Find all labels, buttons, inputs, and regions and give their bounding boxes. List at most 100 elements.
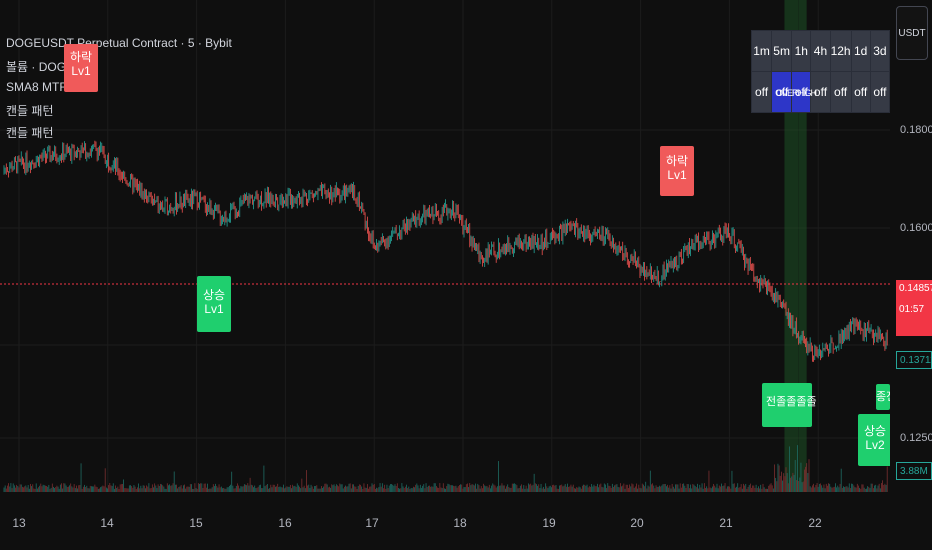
volume-bar (402, 486, 404, 492)
volume-bar (806, 463, 808, 492)
volume-bar (495, 487, 497, 492)
volume-bar (848, 483, 850, 492)
volume-bar (316, 485, 318, 492)
volume-bar (222, 488, 223, 492)
volume-bar (308, 484, 310, 492)
volume-bar (537, 485, 538, 492)
volume-bar (733, 483, 735, 492)
signal-band (798, 0, 807, 492)
volume-bar (743, 483, 744, 492)
volume-bar (447, 483, 449, 492)
volume-bar (85, 487, 87, 492)
volume-bar (111, 486, 113, 492)
volume-bar (350, 488, 352, 492)
volume-bar (275, 486, 276, 492)
volume-bar (445, 488, 446, 492)
volume-bar (460, 484, 461, 492)
legend-candle-pattern-2[interactable]: 캔들 패턴 (6, 126, 54, 140)
volume-bar (171, 485, 173, 492)
volume-bar (220, 486, 222, 492)
volume-bar (820, 483, 821, 492)
volume-bar (193, 488, 195, 492)
volume-bar (678, 488, 680, 492)
volume-bar (853, 485, 855, 492)
timeframe-value-1m: off (750, 71, 773, 113)
volume-bar (149, 488, 151, 492)
volume-bar (296, 483, 298, 492)
time-label: 16 (278, 516, 292, 530)
volume-bar (73, 484, 75, 492)
volume-bar (172, 483, 174, 492)
volume-bar (18, 487, 20, 492)
volume-bar (487, 487, 489, 492)
volume-bar (194, 483, 196, 492)
volume-bar (365, 487, 367, 492)
time-label: 15 (189, 516, 203, 530)
timeframe-table: 1m 5m 1h 4h 12h 1d 3d off off off off off off off (750, 30, 890, 113)
volume-bar (55, 487, 57, 492)
legend-symbol[interactable]: DOGEUSDT Perpetual Contract · 5 · Bybit (6, 36, 232, 50)
price-chart[interactable] (0, 0, 890, 492)
volume-bar (603, 483, 605, 492)
volume-bar (758, 486, 759, 492)
volume-bar (138, 483, 139, 492)
volume-bar (784, 476, 786, 492)
volume-bar (53, 486, 54, 492)
volume-bar (373, 484, 375, 492)
volume-bar (570, 484, 572, 492)
volume-bar (659, 485, 660, 492)
time-axis[interactable]: 13 14 15 16 17 18 19 20 21 22 (0, 492, 890, 550)
volume-bar (54, 488, 55, 492)
volume-bar (695, 487, 697, 492)
volume-bar (424, 488, 426, 492)
volume-bar (771, 485, 773, 492)
volume-bar (319, 488, 321, 492)
volume-bar (697, 483, 698, 492)
legend-sma[interactable]: SMA8 MTF (6, 80, 67, 94)
volume-bar (867, 486, 869, 492)
currency-button[interactable]: USDT (896, 6, 928, 60)
volume-bar (800, 462, 802, 492)
volume-bar (87, 488, 89, 492)
volume-bar (671, 483, 673, 492)
volume-bar (828, 483, 829, 492)
volume-bar (32, 484, 34, 492)
volume-bar (730, 488, 732, 492)
volume-bar (660, 486, 662, 492)
chart-area[interactable]: DOGEUSDT Perpetual Contract · 5 · Bybit … (0, 0, 890, 492)
volume-bar (361, 486, 363, 492)
volume-bar (490, 488, 491, 492)
time-label: 22 (808, 516, 822, 530)
volume-bar (303, 485, 305, 492)
volume-bar (858, 485, 859, 492)
volume-bar (408, 486, 410, 492)
volume-bar (295, 486, 297, 492)
volume-bar (153, 487, 154, 492)
volume-bar (71, 486, 73, 492)
volume-bar (309, 487, 311, 492)
volume-bar (369, 486, 371, 492)
volume-bar (376, 487, 377, 492)
volume-bar (4, 485, 6, 492)
volume-bar (95, 486, 97, 492)
legend-volume[interactable]: 볼륨 · DOGE (6, 60, 75, 74)
volume-bar (311, 486, 313, 492)
volume-bar (312, 488, 314, 492)
legend-candle-pattern-1[interactable]: 캔들 패턴 (6, 104, 54, 118)
volume-bar (616, 484, 618, 492)
volume-bar (863, 487, 865, 492)
volume-bar (827, 485, 828, 492)
volume-bar (358, 484, 360, 492)
volume-bar (204, 483, 206, 492)
volume-bar (731, 470, 733, 492)
volume-bar (862, 484, 864, 492)
volume-bar (534, 483, 536, 492)
volume-bar (741, 488, 743, 492)
volume-bar (406, 484, 407, 492)
volume-bar (191, 484, 192, 492)
volume-bar (456, 487, 458, 492)
volume-bar (48, 484, 50, 492)
volume-bar (422, 485, 423, 492)
volume-bar (326, 484, 328, 492)
